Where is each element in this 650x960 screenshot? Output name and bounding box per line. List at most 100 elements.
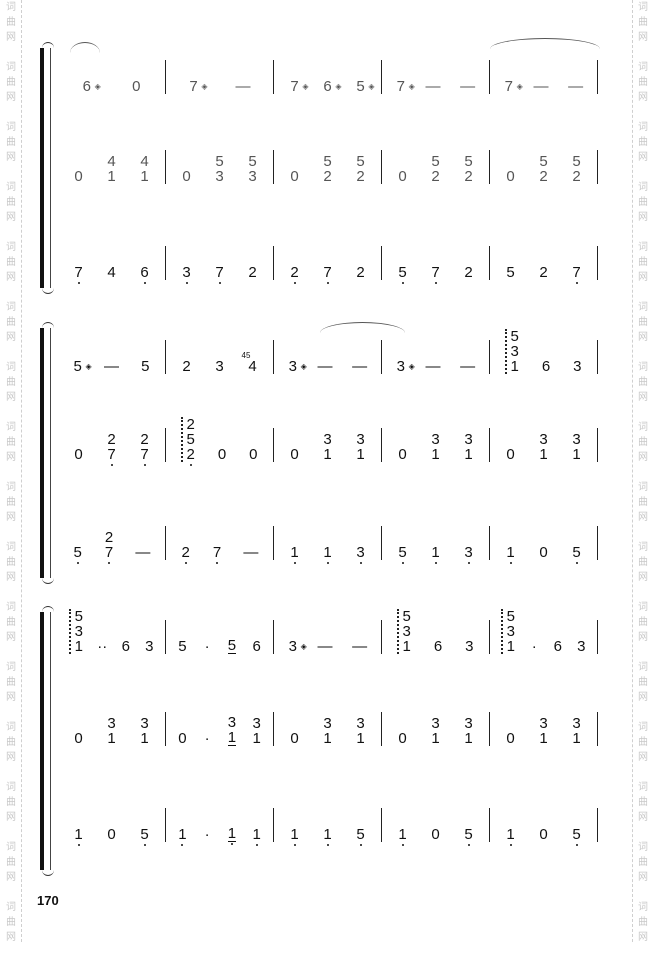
note: 6 [252, 639, 262, 654]
note-digit: 1 [572, 730, 581, 747]
measure: 7 ◈ 6 ◈ 5 ◈ [274, 60, 382, 94]
note: 3 [464, 545, 474, 564]
watermark-char: 词 [638, 902, 648, 913]
note: 0 [398, 169, 408, 184]
note: 1 [252, 827, 262, 846]
note: 6 ◈ [82, 79, 101, 94]
note-digit: 5 [323, 153, 332, 170]
note: 1 [398, 827, 408, 846]
note-digit: 5 [356, 826, 365, 846]
note: 5 [177, 639, 187, 654]
note-digit: 7 [396, 78, 405, 95]
staff-melody: 5 ◈ —5 2 3 4 45 3 ◈ — —3 ◈ — —5 3 1 6 3 [58, 329, 598, 375]
note-digit: 1 [510, 358, 519, 375]
watermark-char: 曲 [6, 617, 16, 628]
measure: 5 ◈ —5 [58, 340, 166, 374]
note-digit: 5 [506, 608, 515, 625]
note-digit: 3 [396, 358, 405, 375]
note-digit: 1 [464, 446, 473, 463]
watermark-char: 曲 [638, 557, 648, 568]
watermark-char: 词 [638, 842, 648, 853]
measure: 5 2 7 [490, 246, 598, 284]
system-brace [40, 48, 51, 288]
note-digit: 3 [288, 358, 297, 375]
brace-cap-top [42, 42, 54, 51]
ornament-mark: ◈ [516, 82, 523, 91]
note-digit: 2 [539, 264, 548, 281]
note: ·· [97, 639, 107, 654]
note-digit: 2 [182, 358, 191, 375]
note: — [425, 79, 440, 94]
measure: 1 0 5 [490, 526, 598, 564]
note: 1 [290, 827, 300, 846]
note: — [460, 359, 475, 374]
staff-bass: 5 2 7—2 7—1 1 3 5 1 3 1 0 5 [58, 526, 598, 564]
note-digit: 6 [433, 638, 443, 655]
watermark-char: 曲 [6, 677, 16, 688]
watermark-char: 词 [638, 242, 648, 253]
note-digit: — [103, 358, 119, 375]
watermark-char: 网 [6, 332, 16, 343]
note-digit: — [568, 78, 584, 95]
note: 3 [572, 359, 582, 374]
watermark-char: 词 [6, 782, 16, 793]
note-digit: 5 [431, 153, 440, 170]
note: 5 [398, 264, 408, 284]
note-digit: 3 [464, 431, 473, 448]
watermark-char: 网 [6, 512, 16, 523]
note-digit: 3 [573, 358, 582, 375]
note: 1 [323, 545, 333, 564]
note: 3 ◈ [288, 358, 307, 375]
note-digit: 1 [252, 730, 261, 747]
note-digit: 7 [431, 264, 440, 284]
note: 6 ◈ [323, 79, 341, 94]
note-digit: · [204, 730, 210, 747]
slur-mark [320, 322, 405, 333]
brace-cap-bottom [42, 867, 54, 876]
note-digit: 3 [431, 431, 440, 448]
watermark-char: 词 [6, 362, 16, 373]
note-digit: 2 [104, 529, 114, 546]
note-digit: 5 [464, 826, 473, 846]
ornament-mark: ◈ [300, 362, 307, 371]
note-digit: — [235, 78, 251, 95]
staff-bass: 1 0 5 1 · 1 1 1 1 5 1 0 5 1 0 5 [58, 808, 598, 846]
note-digit: 1 [506, 638, 515, 655]
watermark-char: 词 [6, 662, 16, 673]
note-digit: 3 [248, 168, 257, 185]
note: 1 [290, 545, 300, 564]
note: 1 [506, 827, 516, 846]
note-digit: 3 [107, 715, 116, 732]
note-digit: 1 [227, 729, 237, 746]
measure: 1 · 1 1 [166, 808, 274, 846]
note-digit: 7 [140, 446, 149, 466]
note: 1 [323, 827, 333, 846]
ornament-mark: ◈ [94, 82, 101, 91]
left-margin-line [21, 0, 22, 942]
note-digit: 5 [398, 264, 407, 284]
watermark-char: 曲 [638, 257, 648, 268]
note: — [352, 359, 367, 374]
note-digit: 5 [178, 638, 187, 655]
watermark-char: 曲 [6, 497, 16, 508]
watermark-char: 词 [638, 182, 648, 193]
measure: 2 3 4 45 [166, 340, 274, 374]
note-digit: 6 [252, 638, 261, 655]
note-digit: — [533, 78, 549, 95]
note: 0 [290, 447, 300, 462]
watermark-char: 词 [638, 782, 648, 793]
note: 0 [182, 169, 192, 184]
note-digit: 3 [577, 638, 586, 655]
